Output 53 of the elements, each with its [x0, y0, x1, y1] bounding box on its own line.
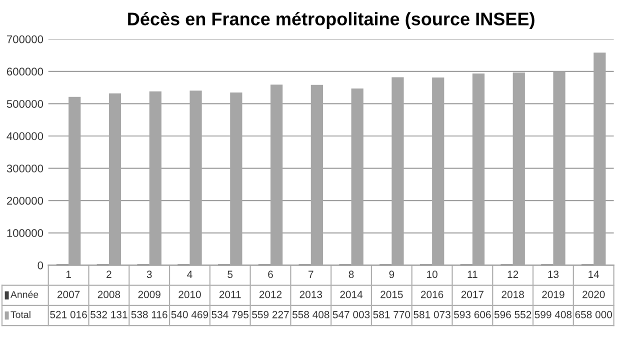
data-label: 521 016: [50, 310, 87, 318]
y-tick-label: 700000: [6, 35, 44, 44]
x-tick-label: 14: [588, 270, 600, 278]
x-tick-label: 5: [228, 270, 233, 278]
x-tick-label: 13: [548, 270, 559, 278]
y-tick-label: 100000: [7, 229, 44, 238]
data-label: 2007: [57, 290, 80, 298]
legend-label: Total: [10, 310, 30, 318]
data-label: 581 073: [414, 310, 450, 318]
data-label: 547 003: [332, 310, 370, 318]
x-tick-label: 12: [508, 270, 518, 278]
chart-title: Décès en France métropolitaine (source INSEE): [128, 12, 534, 29]
x-tick-label: 9: [389, 270, 394, 278]
y-tick-label: 600000: [6, 68, 44, 76]
x-tick-label: 3: [146, 270, 152, 278]
data-label: 2019: [542, 290, 564, 298]
y-tick-label: 300000: [6, 164, 44, 172]
y-tick-label: 200000: [6, 196, 44, 205]
x-tick-label: 10: [427, 270, 438, 278]
legend-label: Année: [10, 290, 38, 298]
data-label: 2009: [138, 290, 160, 298]
data-label: 534 795: [212, 310, 248, 318]
data-label: 2014: [340, 290, 363, 298]
data-label: 2013: [300, 290, 322, 298]
data-label: 596 552: [494, 310, 532, 318]
x-tick-label: 2: [106, 270, 112, 278]
data-label: 2016: [420, 290, 444, 298]
data-label: 2015: [380, 290, 403, 298]
x-tick-label: 11: [468, 270, 478, 278]
data-label: 2020: [582, 290, 605, 298]
x-tick-label: 6: [268, 270, 273, 278]
data-label: 599 408: [534, 310, 572, 318]
x-tick-label: 1: [66, 270, 71, 278]
data-label: 559 227: [252, 310, 289, 318]
y-tick-label: 500000: [6, 100, 44, 108]
x-tick-label: 8: [348, 270, 354, 278]
data-label: 2018: [502, 290, 524, 298]
x-tick-label: 4: [187, 270, 192, 278]
data-label: 538 116: [131, 310, 168, 318]
data-label: 581 770: [373, 310, 410, 318]
data-label: 2017: [461, 290, 484, 298]
data-label: 540 469: [171, 310, 208, 318]
data-label: 658 000: [575, 310, 612, 318]
y-tick-label: 0: [38, 261, 44, 270]
data-label: 532 131: [90, 310, 128, 318]
data-label: 2011: [219, 290, 241, 298]
y-tick-label: 400000: [6, 132, 44, 140]
data-label: 558 408: [292, 310, 330, 318]
x-tick-label: 7: [308, 270, 314, 278]
data-label: 2010: [178, 290, 201, 298]
data-label: 2008: [98, 290, 120, 298]
data-label: 593 606: [454, 310, 491, 318]
data-label: 2012: [259, 290, 282, 298]
